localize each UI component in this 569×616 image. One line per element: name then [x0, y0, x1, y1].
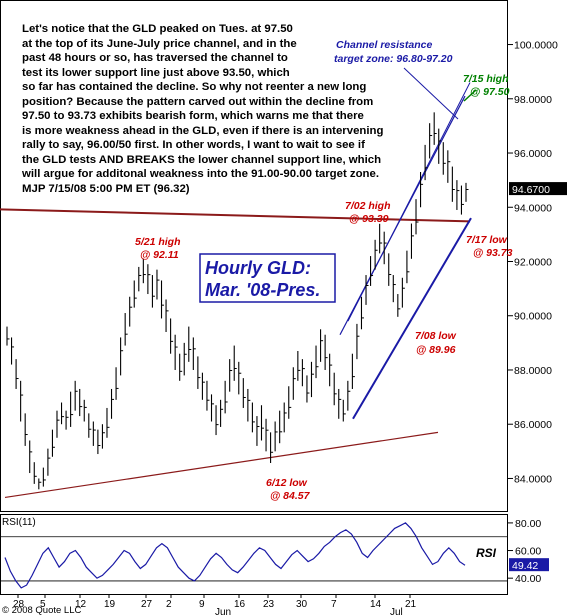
- x-tick-label: 27: [141, 599, 153, 610]
- commentary-line: MJP 7/15/08 5:00 PM ET (96.32): [22, 182, 190, 195]
- y-tick-label: 100.0000: [514, 40, 558, 52]
- y-tick-label: 88.0000: [514, 365, 552, 377]
- x-tick-label: 14: [370, 599, 382, 610]
- x-tick-label: 9: [199, 599, 205, 610]
- commentary-line: is more weakness ahead in the GLD, even …: [22, 124, 384, 137]
- channel-upper-line-2: [347, 82, 471, 322]
- chart-annotation: @ 89.96: [416, 344, 456, 356]
- commentary-line: Let's notice that the GLD peaked on Tues…: [22, 23, 293, 35]
- x-tick-label: 30: [296, 599, 308, 610]
- rsi-label: RSI(11): [2, 517, 36, 528]
- chart-annotation: @ 84.57: [270, 490, 311, 502]
- x-tick-label: 21: [405, 599, 417, 610]
- rsi-last-label: 49.42: [512, 560, 538, 572]
- y-tick-label: 84.0000: [514, 473, 552, 485]
- month-label: Jul: [390, 607, 403, 616]
- commentary-line: position? Because the pattern carved out…: [22, 95, 374, 108]
- chart-annotation: 7/02 high: [345, 200, 391, 212]
- chart-annotation: 7/08 low: [415, 330, 457, 342]
- x-tick-label: 5: [40, 599, 46, 610]
- commentary-line: at the top of its June-July price channe…: [22, 37, 297, 50]
- y-tick-label: 86.0000: [514, 419, 552, 431]
- month-label: Jun: [215, 607, 231, 616]
- x-tick-label: 28: [13, 599, 25, 610]
- chart-title-line: Hourly GLD:: [205, 258, 311, 278]
- rsi-y-tick-label: 80.00: [515, 518, 541, 530]
- commentary-line: test its lower support line just above 9…: [22, 66, 290, 79]
- chart-annotation: 6/12 low: [266, 477, 308, 489]
- commentary-line: the GLD tests AND BREAKS the lower chann…: [22, 153, 382, 166]
- y-tick-label: 92.0000: [514, 257, 552, 269]
- horizontal-resistance-line: [0, 208, 471, 223]
- chart-annotation: @ 92.11: [140, 249, 179, 261]
- x-tick-label: 23: [263, 599, 275, 610]
- x-tick-label: 12: [75, 599, 87, 610]
- commentary-line: 97.50 to 93.73 exhibits bearish form, wh…: [22, 110, 364, 122]
- commentary-line: past 48 hours or so, has traversed the c…: [22, 52, 288, 64]
- x-tick-label: 19: [104, 599, 116, 610]
- x-tick-label: 16: [234, 599, 246, 610]
- commentary-line: so far has contained the decline. So why…: [22, 81, 367, 93]
- y-tick-label: 94.0000: [514, 202, 552, 214]
- chart-annotation: 5/21 high: [135, 236, 181, 248]
- price-panel-frame: [0, 0, 508, 512]
- rsi-panel-frame: [0, 514, 508, 595]
- chart-annotation: Channel resistance: [336, 39, 432, 51]
- chart-annotation: target zone: 96.80-97.20: [334, 53, 453, 65]
- y-tick-label: 96.0000: [514, 148, 552, 160]
- last-price-label: 94.6700: [512, 184, 550, 196]
- chart-annotation: 7/17 low: [466, 234, 508, 246]
- chart-annotation: 7/15 high: [463, 73, 509, 85]
- commentary-text: Let's notice that the GLD peaked on Tues…: [22, 22, 417, 196]
- rsi-line: [4, 522, 466, 589]
- rsi-y-tick-label: 40.00: [515, 573, 541, 585]
- chart-annotation: @ 93.73: [473, 247, 513, 259]
- x-tick-label: 2: [166, 599, 172, 610]
- x-tick-label: 7: [331, 599, 337, 610]
- commentary-line: rally to say, 96.00/50 first. In other w…: [22, 139, 365, 151]
- commentary-line: will argue for additonal weakness into t…: [22, 168, 380, 180]
- resistance-callout-line: [403, 67, 459, 120]
- last-price-box: [509, 182, 567, 196]
- rsi-last-box: [509, 558, 549, 572]
- long-term-support-line: [4, 431, 439, 499]
- copyright-text: © 2008 Quote LLC: [2, 605, 81, 616]
- rsi-y-tick-label: 60.00: [515, 546, 541, 558]
- chart-title-box: [199, 253, 336, 303]
- chart-annotation: @ 97.50: [470, 86, 510, 98]
- channel-lower-line: [352, 217, 472, 420]
- high-callout-line: [463, 89, 477, 102]
- y-tick-label: 90.0000: [514, 311, 552, 323]
- y-tick-label: 98.0000: [514, 94, 552, 106]
- chart-annotation: @ 93.39: [349, 213, 389, 225]
- chart-title-line: Mar. '08-Pres.: [205, 280, 320, 300]
- rsi-series-label: RSI: [476, 546, 497, 560]
